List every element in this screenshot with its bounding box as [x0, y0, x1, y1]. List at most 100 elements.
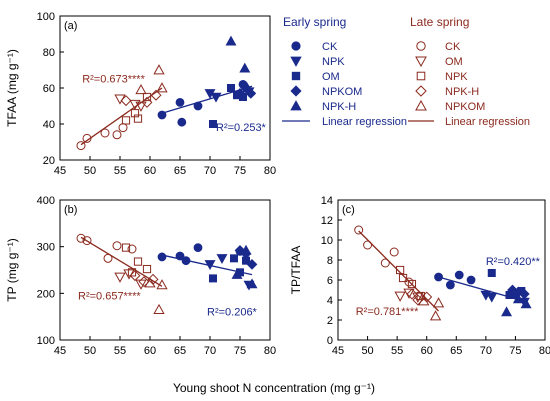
point-late-square — [398, 273, 408, 283]
point-late-square — [121, 116, 131, 125]
x-tick-label: 80 — [539, 345, 550, 357]
point-late-circle — [127, 244, 137, 254]
point-early-circle — [454, 270, 464, 280]
x-tick-label: 65 — [174, 345, 186, 357]
regression-line-early — [161, 85, 253, 114]
point-late-circle — [76, 233, 86, 243]
point-late-circle — [389, 247, 399, 257]
point-early-square — [487, 268, 496, 277]
point-early-circle — [466, 275, 476, 285]
point-early-square — [226, 84, 235, 93]
chart-panel-b: 45 50 55 60 65 70 75 80 100 200 300 400 TP (mg g⁻¹) (… — [5, 195, 276, 357]
legend-label-late: NPKOM — [445, 101, 485, 113]
y-tick-label: 4 — [327, 295, 333, 307]
point-early-diamond — [246, 259, 258, 270]
point-early-circle — [157, 252, 167, 262]
point-late-circle — [103, 253, 113, 263]
point-late-circle — [76, 141, 86, 151]
legend-marker-early — [290, 100, 302, 111]
point-late-triangle-up — [144, 277, 156, 288]
point-early-circle — [157, 110, 167, 120]
legend-marker-late — [416, 71, 426, 81]
legend-label-late: OM — [445, 56, 463, 68]
point-late-square — [130, 109, 140, 118]
panel-tag: (c) — [342, 204, 355, 216]
point-late-triangle-up — [418, 295, 430, 306]
point-early-triangle-up — [501, 306, 513, 317]
point-late-triangle-down — [394, 291, 406, 302]
legend-label-early: NPKOM — [322, 86, 362, 98]
point-early-triangle-up — [241, 82, 253, 93]
point-early-square — [208, 274, 217, 283]
point-late-square — [127, 268, 137, 277]
point-early-triangle-down — [204, 260, 216, 271]
x-tick-label: 75 — [234, 345, 246, 357]
y-axis-label: TP/TFAA — [289, 246, 303, 295]
point-early-circle — [193, 101, 203, 111]
point-late-circle — [112, 241, 122, 251]
y-tick-label: 40 — [43, 119, 55, 131]
point-late-circle — [82, 133, 92, 143]
y-tick-label: 12 — [321, 215, 333, 227]
legend-marker-early — [291, 71, 301, 81]
point-late-triangle-up — [432, 297, 445, 308]
y-tick-label: 6 — [327, 275, 333, 287]
point-late-square — [142, 264, 152, 274]
r2-annotation-late: R²=0.673**** — [82, 74, 145, 86]
point-early-square — [229, 254, 238, 263]
point-early-triangle-down — [486, 292, 498, 303]
point-late-diamond — [138, 276, 150, 288]
point-early-triangle-up — [240, 244, 252, 255]
point-late-circle — [354, 225, 364, 235]
x-tick-label: 50 — [84, 165, 96, 177]
y-tick-label: 10 — [321, 235, 333, 247]
point-late-triangle-up — [153, 64, 165, 75]
x-tick-label: 65 — [174, 165, 186, 177]
x-tick-label: 80 — [264, 345, 276, 357]
point-early-diamond — [518, 288, 530, 300]
r2-annotation-late: R²=0.657**** — [78, 290, 141, 302]
point-early-triangle-down — [216, 254, 228, 264]
r2-annotation-early: R²=0.253* — [216, 122, 267, 134]
y-tick-label: 80 — [43, 47, 55, 59]
point-late-square — [407, 279, 417, 289]
legend-marker-late — [416, 41, 426, 51]
point-late-square — [121, 243, 131, 252]
legend-line-label-early: Linear regression — [322, 116, 407, 128]
point-early-circle — [434, 272, 443, 282]
plot-frame — [337, 199, 546, 341]
legend-marker-early — [290, 56, 302, 67]
y-tick-label: 100 — [37, 335, 55, 347]
y-tick-label: 100 — [37, 11, 55, 23]
point-early-circle — [445, 280, 455, 290]
y-tick-label: 0 — [327, 335, 333, 347]
regression-line-late — [80, 236, 163, 287]
panel-tag: (a) — [64, 20, 77, 32]
x-tick-label: 65 — [450, 345, 462, 357]
y-tick-label: 60 — [43, 83, 55, 95]
y-tick-label: 20 — [43, 155, 55, 167]
point-late-circle — [82, 236, 92, 246]
point-late-circle — [118, 123, 128, 133]
point-early-triangle-up — [246, 278, 258, 289]
point-late-triangle-down — [403, 288, 415, 299]
legend-marker-late — [415, 99, 427, 111]
regression-line-late — [80, 87, 163, 146]
r2-annotation-early: R²=0.420** — [486, 256, 541, 268]
y-tick-label: 400 — [37, 195, 55, 207]
point-early-triangle-up — [231, 269, 243, 279]
r2-annotation-early: R²=0.206* — [207, 307, 258, 319]
legend-label-late: CK — [445, 41, 461, 53]
x-tick-label: 45 — [54, 165, 66, 177]
point-late-triangle-down — [135, 279, 147, 290]
point-early-triangle-up — [512, 293, 524, 304]
y-axis-label: TFAA (mg g⁻¹) — [5, 49, 19, 127]
legend-label-early: NPK — [322, 56, 345, 68]
point-late-triangle-up — [153, 303, 165, 315]
point-late-diamond — [150, 89, 162, 101]
x-tick-label: 60 — [144, 345, 156, 357]
legend-title-early: Early spring — [283, 15, 346, 29]
point-early-circle — [175, 251, 185, 261]
point-late-triangle-up — [156, 82, 168, 93]
